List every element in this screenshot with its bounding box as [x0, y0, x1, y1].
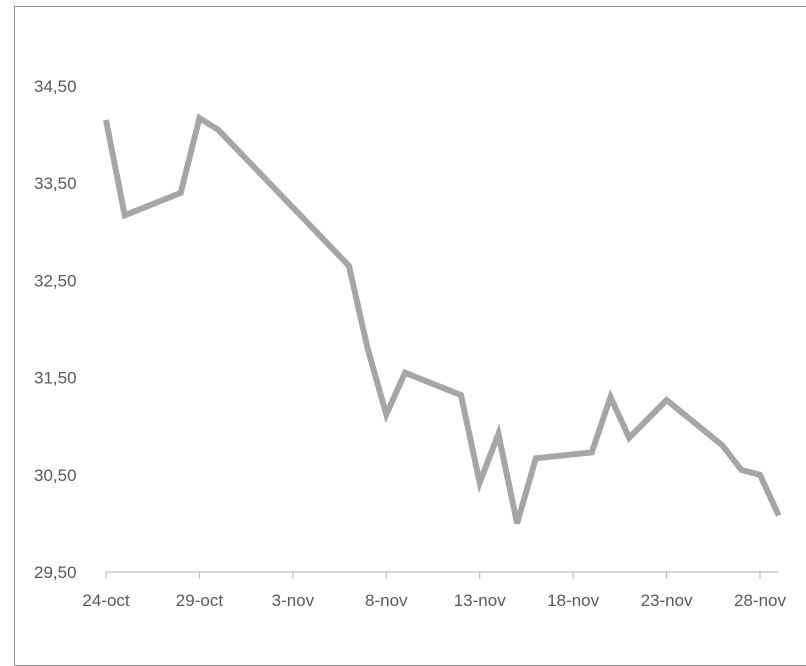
- x-tick-label: 8-nov: [365, 591, 408, 610]
- x-tick-label: 23-nov: [641, 591, 693, 610]
- y-tick-label: 33,50: [34, 174, 77, 193]
- y-tick-label: 31,50: [34, 369, 77, 388]
- x-tick-label: 18-nov: [547, 591, 599, 610]
- y-tick-label: 29,50: [34, 563, 77, 582]
- x-tick-label: 24-oct: [82, 591, 130, 610]
- y-tick-label: 30,50: [34, 466, 77, 485]
- series-line: [106, 118, 779, 523]
- x-tick-label: 28-nov: [734, 591, 786, 610]
- x-tick-label: 13-nov: [454, 591, 506, 610]
- y-tick-label: 34,50: [34, 77, 77, 96]
- x-tick-label: 29-oct: [176, 591, 224, 610]
- x-tick-label: 3-nov: [272, 591, 315, 610]
- y-tick-label: 32,50: [34, 271, 77, 290]
